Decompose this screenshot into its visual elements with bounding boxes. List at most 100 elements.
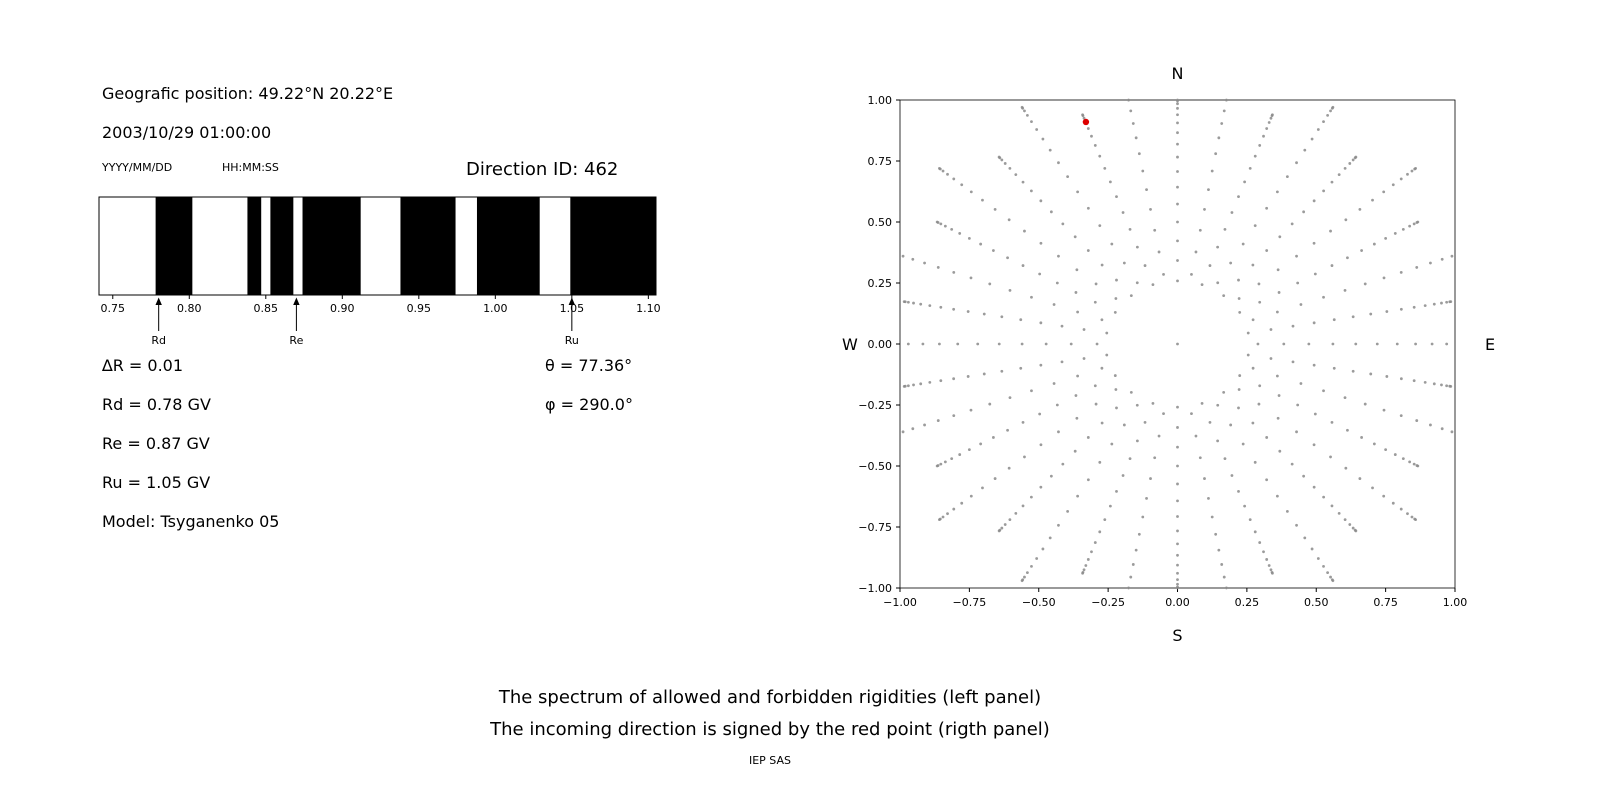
direction-dot	[1100, 366, 1104, 370]
direction-dot	[1021, 504, 1025, 508]
direction-dot	[1432, 382, 1436, 386]
y-tick-label: 0.25	[868, 277, 893, 290]
direction-dot	[1103, 166, 1107, 170]
x-tick-label: 1.10	[636, 302, 661, 315]
direction-dot	[1275, 190, 1279, 194]
direction-dot	[1049, 210, 1053, 214]
direction-dot	[1203, 208, 1206, 211]
direction-dot	[1313, 412, 1317, 416]
direction-dot	[1415, 266, 1419, 269]
direction-dot	[1020, 579, 1024, 583]
direction-dot	[1322, 389, 1325, 393]
direction-dot	[1237, 388, 1241, 391]
direction-dot	[1176, 405, 1179, 409]
direction-dot	[1222, 575, 1226, 579]
x-tick-label: 1.00	[1443, 596, 1468, 609]
direction-dot	[1075, 416, 1079, 420]
direction-dot	[1399, 414, 1403, 418]
direction-dot	[1019, 366, 1023, 370]
direction-dot	[1151, 401, 1155, 405]
direction-dot	[1229, 261, 1233, 265]
direction-dot	[1061, 462, 1065, 466]
direction-dot	[1243, 180, 1247, 184]
direction-dot	[1039, 199, 1043, 203]
direction-dot	[1382, 276, 1386, 280]
direction-dot	[1354, 529, 1358, 533]
direction-dot	[1299, 382, 1303, 385]
direction-dot	[1262, 550, 1265, 554]
direction-dot	[1246, 353, 1250, 357]
direction-dot	[911, 427, 915, 431]
direction-dot	[1207, 496, 1210, 500]
direction-dot	[993, 477, 997, 480]
direction-dot	[1220, 122, 1224, 125]
direction-dot	[1385, 310, 1389, 313]
direction-dot	[1354, 155, 1358, 159]
direction-dot	[969, 190, 973, 194]
direction-dot	[902, 384, 906, 388]
direction-dot	[1299, 303, 1303, 306]
direction-dot	[1194, 434, 1198, 438]
direction-dot	[935, 220, 939, 224]
direction-dot	[1346, 256, 1349, 260]
direction-dot	[906, 384, 910, 388]
direction-dot	[1176, 553, 1179, 557]
direction-dot	[1253, 224, 1257, 228]
direction-dot	[1203, 477, 1206, 480]
direction-dot	[1021, 180, 1025, 184]
direction-dot	[928, 304, 932, 307]
y-tick-label: 0.75	[868, 155, 893, 168]
direction-dot	[1176, 239, 1179, 243]
direction-dot	[1194, 250, 1198, 254]
x-tick-label: 0.75	[101, 302, 126, 315]
direction-dot	[956, 342, 960, 346]
compass-south-label: S	[1172, 626, 1182, 645]
direction-dot	[1312, 241, 1316, 245]
direction-dot	[1423, 381, 1427, 384]
direction-dot	[1312, 321, 1316, 325]
direction-dot	[1351, 526, 1355, 530]
direction-dot	[921, 342, 925, 346]
direction-dot	[1052, 303, 1056, 306]
direction-dot	[1360, 249, 1363, 252]
direction-dot	[1176, 464, 1179, 468]
direction-dot	[1269, 328, 1273, 331]
direction-dot	[1277, 291, 1281, 294]
direction-dot	[1176, 586, 1179, 590]
direction-dot	[1282, 342, 1286, 346]
direction-dot	[1176, 121, 1179, 125]
direction-dot	[1265, 478, 1269, 482]
direction-dot	[1326, 571, 1330, 575]
direction-dot	[1277, 394, 1281, 397]
direction-dot	[1429, 423, 1432, 427]
direction-dot	[1023, 109, 1026, 113]
direction-dot	[1285, 175, 1289, 179]
direction-dot	[1393, 232, 1397, 235]
direction-dot	[1108, 504, 1112, 508]
direction-dot	[1127, 98, 1130, 102]
direction-dot	[1141, 515, 1145, 519]
direction-dot	[1330, 504, 1334, 508]
direction-dot	[1225, 98, 1228, 102]
direction-dot	[1450, 430, 1454, 434]
direction-dot	[1039, 363, 1043, 367]
direction-dot	[1393, 453, 1397, 456]
direction-dot	[982, 312, 986, 316]
direction-dot	[1257, 282, 1261, 286]
direction-dot	[1176, 571, 1179, 575]
direction-dot	[1275, 494, 1279, 498]
direction-dot	[1008, 166, 1012, 170]
direction-dot	[1265, 249, 1269, 252]
direction-dot	[1100, 318, 1104, 322]
y-tick-label: 1.00	[868, 94, 893, 107]
direction-dot	[1399, 270, 1403, 274]
direction-dot	[1391, 183, 1395, 187]
direction-dot	[1020, 342, 1024, 346]
direction-dot	[1269, 357, 1273, 360]
direction-dot	[1391, 501, 1395, 505]
direction-dot	[1343, 518, 1347, 522]
direction-dot	[1412, 305, 1416, 309]
direction-dot	[1330, 180, 1334, 184]
direction-dot	[1410, 169, 1414, 173]
incoming-direction-point	[1082, 118, 1090, 126]
